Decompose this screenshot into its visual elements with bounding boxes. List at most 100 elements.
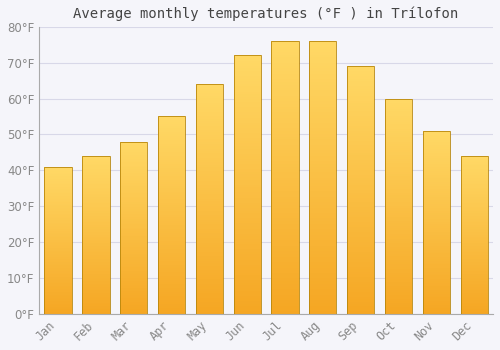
Bar <box>234 164 261 167</box>
Bar <box>82 170 110 172</box>
Bar <box>196 96 223 98</box>
Bar <box>158 118 185 120</box>
Bar <box>347 158 374 160</box>
Bar <box>44 308 72 309</box>
Bar <box>460 218 488 219</box>
Bar <box>460 232 488 233</box>
Bar <box>44 276 72 277</box>
Bar <box>120 195 148 197</box>
Bar <box>82 211 110 213</box>
Bar <box>158 197 185 199</box>
Bar <box>309 298 336 300</box>
Bar <box>158 233 185 235</box>
Bar <box>309 98 336 101</box>
Bar <box>158 235 185 237</box>
Bar <box>44 298 72 299</box>
Bar <box>82 230 110 232</box>
Bar <box>460 240 488 241</box>
Bar <box>234 58 261 61</box>
Bar <box>158 294 185 296</box>
Bar <box>347 294 374 296</box>
Bar <box>158 261 185 262</box>
Bar <box>120 167 148 169</box>
Bar <box>422 268 450 270</box>
Bar <box>309 55 336 57</box>
Bar <box>309 104 336 107</box>
Bar <box>422 226 450 228</box>
Bar <box>385 275 412 277</box>
Bar <box>422 283 450 285</box>
Bar <box>460 169 488 170</box>
Bar <box>422 285 450 286</box>
Bar <box>309 199 336 202</box>
Bar <box>158 219 185 221</box>
Bar <box>158 174 185 176</box>
Bar <box>347 76 374 79</box>
Bar <box>385 282 412 284</box>
Bar <box>120 254 148 255</box>
Bar <box>309 52 336 55</box>
Bar <box>234 223 261 226</box>
Bar <box>44 196 72 198</box>
Bar <box>385 264 412 266</box>
Bar <box>272 232 298 235</box>
Bar <box>460 306 488 308</box>
Bar <box>196 257 223 259</box>
Bar <box>347 170 374 173</box>
Bar <box>309 289 336 292</box>
Bar <box>460 175 488 176</box>
Bar <box>460 161 488 162</box>
Bar <box>82 311 110 312</box>
Bar <box>82 227 110 229</box>
Bar <box>422 248 450 250</box>
Bar <box>385 234 412 236</box>
Bar <box>460 227 488 229</box>
Bar <box>309 153 336 156</box>
Bar <box>120 228 148 230</box>
Bar <box>82 301 110 303</box>
Bar <box>196 270 223 273</box>
Bar <box>272 134 298 136</box>
Bar <box>158 251 185 253</box>
Bar <box>347 74 374 76</box>
Bar <box>234 167 261 169</box>
Bar <box>44 190 72 192</box>
Bar <box>234 161 261 164</box>
Bar <box>158 117 185 118</box>
Bar <box>82 286 110 287</box>
Bar <box>120 299 148 300</box>
Bar <box>309 167 336 169</box>
Bar <box>120 255 148 257</box>
Bar <box>196 279 223 282</box>
Bar <box>234 231 261 234</box>
Bar <box>234 159 261 161</box>
Bar <box>44 227 72 229</box>
Bar <box>82 284 110 286</box>
Bar <box>196 211 223 213</box>
Bar <box>385 292 412 294</box>
Bar <box>120 259 148 260</box>
Bar <box>44 274 72 276</box>
Bar <box>234 133 261 135</box>
Bar <box>347 296 374 299</box>
Title: Average monthly temperatures (°F ) in Trílofon: Average monthly temperatures (°F ) in Tr… <box>74 7 458 21</box>
Bar <box>158 268 185 271</box>
Bar <box>44 221 72 223</box>
Bar <box>234 138 261 141</box>
Bar <box>347 103 374 106</box>
Bar <box>422 142 450 143</box>
Bar <box>347 116 374 118</box>
Bar <box>234 172 261 174</box>
Bar <box>347 153 374 155</box>
Bar <box>347 292 374 294</box>
Bar <box>272 262 298 265</box>
Bar <box>234 249 261 252</box>
Bar <box>120 212 148 214</box>
Bar <box>234 185 261 187</box>
Bar <box>309 303 336 306</box>
Bar <box>309 96 336 98</box>
Bar <box>120 155 148 157</box>
Bar <box>196 98 223 100</box>
Bar <box>234 79 261 81</box>
Bar <box>385 150 412 152</box>
